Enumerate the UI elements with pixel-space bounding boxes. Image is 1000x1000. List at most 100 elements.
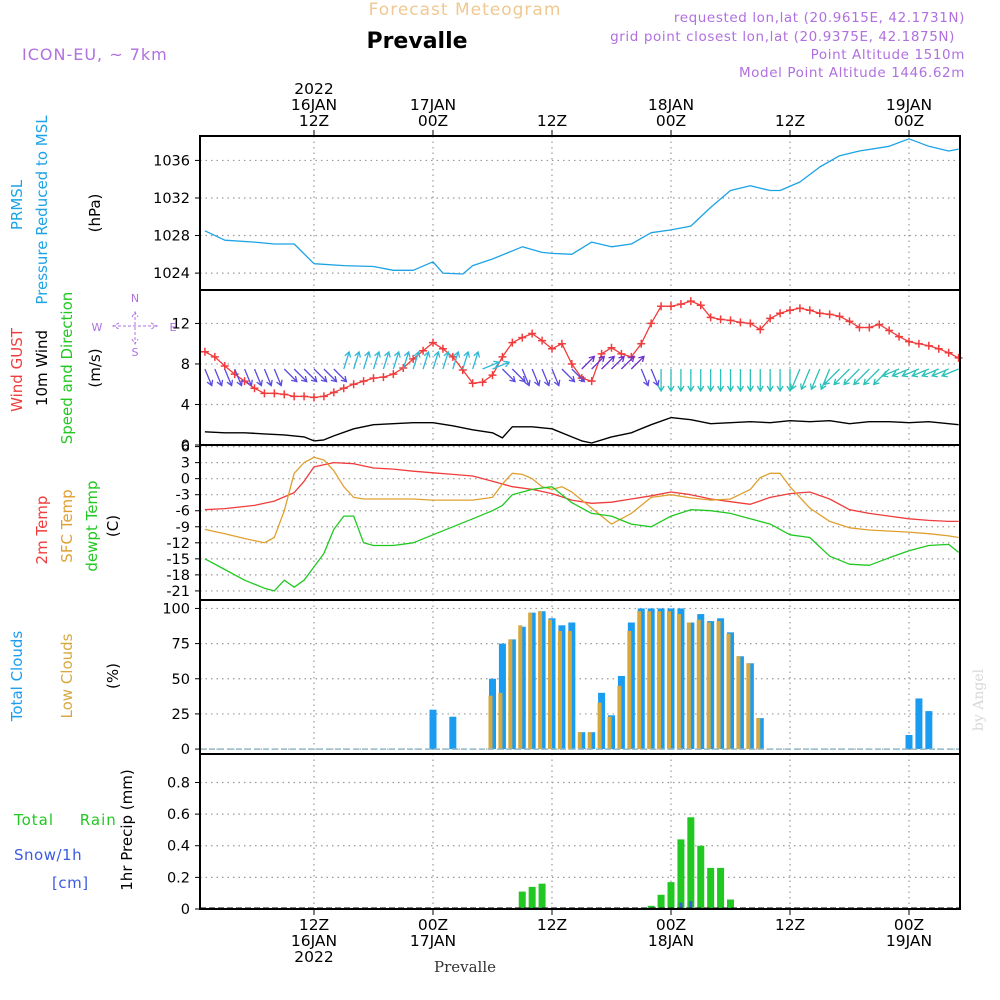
wind-direction-arrow [402,350,411,370]
time-axis-top-label: 18JAN [648,96,694,114]
low-cloud-bar [627,630,632,750]
gust-marker [706,313,715,322]
wind-direction-arrow [717,369,725,393]
time-axis-bottom-label: 2022 [294,948,333,966]
clouds-ytick-label: 25 [172,707,190,723]
wind-direction-arrow [531,368,541,387]
wind-direction-arrow [881,368,900,378]
wind-direction-arrow [501,368,516,383]
gust-marker [885,326,894,335]
pressure-line [204,138,959,275]
wind-direction-arrow [541,368,551,387]
pressure-unit: (hPa) [86,194,104,233]
wind-ytick-label: 4 [181,397,190,413]
wind-direction-arrow [462,350,471,370]
wind-direction-arrow [472,350,481,370]
wind-direction-arrow [551,368,561,387]
gust-marker [855,323,864,332]
wind-direction-arrow [243,368,253,387]
gridpoint-coordinates: grid point closest lon,lat (20.9375E, 42… [610,29,955,45]
gust-marker [220,361,229,370]
time-axis-bottom-label: 12Z [775,916,805,934]
rain-bar [697,845,705,909]
precip-legend-item: [cm] [52,874,89,892]
gust-marker [488,371,497,380]
gust-marker [369,374,378,383]
low-cloud-bar [726,633,731,750]
precip-ytick-label: 0.8 [167,775,190,791]
wind-direction-arrow [303,368,318,383]
gust-marker [944,348,953,357]
wind-direction-arrow [263,368,273,387]
compass-letter: N [131,292,139,305]
time-axis-bottom-label: 12Z [299,916,329,934]
gust-marker [756,325,765,334]
gust-marker [657,302,666,311]
compass-rose [111,311,159,345]
wind-direction-arrow [412,350,421,370]
wind-direction-arrow [746,369,754,393]
wind-direction-arrow [283,368,298,383]
gust-marker [438,344,447,353]
low-cloud-bar [716,621,721,750]
wind-direction-arrow [790,368,801,391]
precip-legend-item: Snow/1h [14,846,82,864]
time-axis-bottom-label: 00Z [894,916,924,934]
total-cloud-bar [915,698,923,750]
wind-direction-arrow [707,369,715,393]
temperature-ytick-label: -9 [176,520,190,536]
pressure-ytick-label: 1036 [153,153,190,169]
rain-bar [667,882,675,909]
temperature-ytick-label: -18 [166,568,190,584]
time-axis-top-label: 12Z [775,112,805,130]
temperature-ytick-label: 0 [181,472,190,488]
gust-marker [914,339,923,348]
wind-direction-arrow [432,350,441,370]
wind-ytick-label: 12 [172,316,190,332]
time-axis-bottom-label: 19JAN [886,932,932,950]
gust-marker [528,329,537,338]
low-cloud-bar [528,612,533,750]
gust-marker [766,314,775,323]
pressure-label-long: Pressure Reduced to MSL [33,115,51,305]
wind-direction-arrow [204,368,214,387]
wind-direction-arrow [362,350,371,370]
gust-marker [865,323,874,332]
clouds-ytick-label: 50 [172,672,190,688]
low-cloud-bar [567,630,572,750]
temperature-ytick-label: 6 [181,440,190,456]
compass-letter: S [132,346,139,359]
precip-ytick-label: 0.4 [167,839,190,855]
wind-unit: (m/s) [86,348,104,387]
snow-bar [689,901,693,909]
wind-direction-arrow [253,368,263,387]
clouds-unit: (%) [104,663,122,689]
gust-marker [290,392,299,401]
precip-label: 1hr Precip (mm) [118,769,136,890]
gust-marker [805,306,814,315]
temperature-ytick-label: -3 [176,488,190,504]
gust-marker [250,384,259,393]
gust-marker [319,392,328,401]
wind-direction-arrow [482,360,501,370]
gust-marker [587,377,596,386]
wind-direction-arrow [452,350,461,370]
gust-marker [349,380,358,389]
clouds-ytick-label: 75 [172,637,190,653]
gust-marker [359,377,368,386]
gust-marker [339,384,348,393]
gust-marker [379,373,388,382]
gust-marker [924,341,933,350]
wind-direction-arrow [293,368,308,383]
gust-marker [389,370,398,379]
rain-bar [707,867,715,909]
wind-direction-arrow [313,368,328,383]
wind-direction-arrow [930,368,949,378]
gust-marker [468,379,477,388]
gust-marker [310,393,318,402]
point-altitude: Point Altitude 1510m [811,47,965,63]
gust-marker [419,346,428,355]
time-axis-bottom-label: 12Z [537,916,567,934]
time-axis-bottom-label: 16JAN [291,932,337,950]
